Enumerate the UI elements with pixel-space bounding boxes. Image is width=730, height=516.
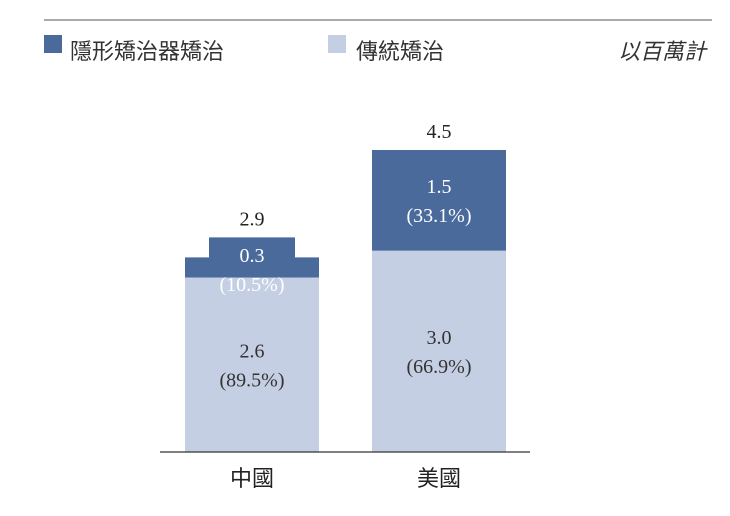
legend-label-traditional: 傳統矯治 (356, 40, 444, 65)
bar-china-aligner-callout (209, 237, 295, 278)
total-label-usa: 4.5 (427, 121, 452, 143)
legend-label-invisible-aligner: 隱形矯治器矯治 (70, 40, 224, 65)
unit-label: 以百萬計 (618, 40, 708, 65)
total-label-china: 2.9 (240, 208, 265, 230)
bar-usa-aligner-label-line-2: (33.1%) (407, 205, 472, 227)
bar-china-traditional-label-line-2: (89.5%) (220, 369, 285, 391)
bar-china-aligner-callout-under (213, 279, 291, 302)
legend: 隱形矯治器矯治 傳統矯治 (44, 35, 444, 65)
bar-usa-traditional (372, 250, 506, 452)
legend-swatch-invisible-aligner (44, 35, 62, 53)
legend-swatch-traditional (328, 35, 346, 53)
bar-china-aligner-label-line-1: 0.3 (240, 245, 265, 267)
bar-usa-aligner-label-line-1: 1.5 (427, 176, 452, 198)
bar-usa-traditional-label-line-1: 3.0 (427, 327, 452, 349)
category-label-usa: 美國 (417, 467, 461, 492)
bars-group: 2.6 (89.5%) 0.3 (10.5%) 2.9 中國 3.0 (66.9%) 1.5 (3… (185, 121, 506, 492)
category-label-china: 中國 (230, 467, 274, 492)
bar-china-aligner-label-line-2: (10.5%) (220, 274, 285, 296)
bar-china-traditional (185, 277, 319, 452)
bar-usa-aligner (372, 150, 506, 251)
bar-usa-traditional-label-line-2: (66.9%) (407, 356, 472, 378)
bar-china-traditional-label-line-1: 2.6 (240, 340, 265, 362)
